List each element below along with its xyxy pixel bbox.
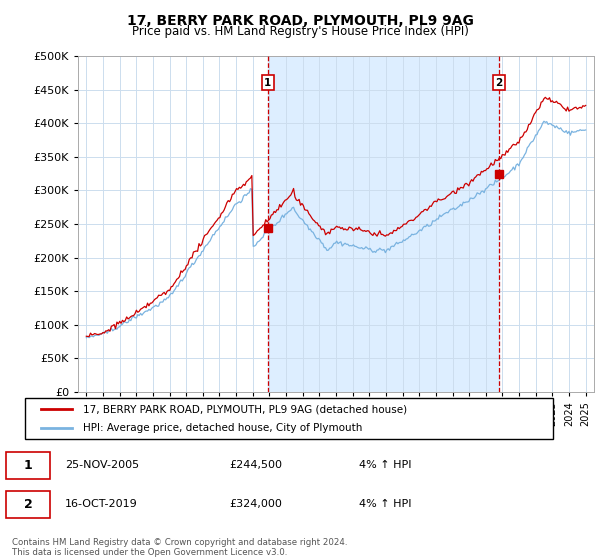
Text: 1: 1 [23,459,32,472]
Text: £244,500: £244,500 [229,460,283,470]
Text: 17, BERRY PARK ROAD, PLYMOUTH, PL9 9AG (detached house): 17, BERRY PARK ROAD, PLYMOUTH, PL9 9AG (… [83,404,407,414]
Text: 4% ↑ HPI: 4% ↑ HPI [359,500,412,510]
Text: £324,000: £324,000 [229,500,283,510]
Bar [268,56,499,392]
Text: 2: 2 [496,78,503,88]
Text: 16-OCT-2019: 16-OCT-2019 [65,500,137,510]
Text: Contains HM Land Registry data © Crown copyright and database right 2024.
This d: Contains HM Land Registry data © Crown c… [12,538,347,557]
Text: 1: 1 [264,78,271,88]
FancyBboxPatch shape [6,491,50,518]
FancyBboxPatch shape [25,398,553,439]
Text: 17, BERRY PARK ROAD, PLYMOUTH, PL9 9AG: 17, BERRY PARK ROAD, PLYMOUTH, PL9 9AG [127,14,473,28]
Text: 2: 2 [23,498,32,511]
Text: HPI: Average price, detached house, City of Plymouth: HPI: Average price, detached house, City… [83,423,362,433]
Text: 25-NOV-2005: 25-NOV-2005 [65,460,139,470]
FancyBboxPatch shape [6,452,50,479]
Text: Price paid vs. HM Land Registry's House Price Index (HPI): Price paid vs. HM Land Registry's House … [131,25,469,38]
Text: 4% ↑ HPI: 4% ↑ HPI [359,460,412,470]
